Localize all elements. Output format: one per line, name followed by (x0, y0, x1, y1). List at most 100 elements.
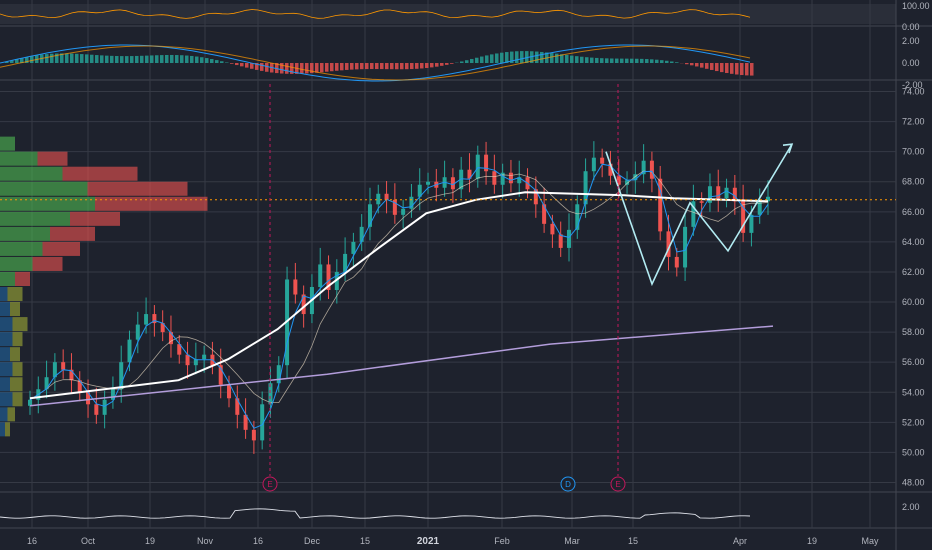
macd-bar (165, 55, 169, 63)
candle-body (251, 429, 256, 441)
candle-body (110, 389, 115, 400)
macd-bar (120, 56, 124, 63)
candle-body (409, 196, 414, 209)
candle-body (152, 314, 157, 324)
candle-body (600, 157, 605, 164)
volume-profile-down-bar (12, 317, 28, 332)
macd-bar (655, 59, 659, 63)
time-tick-label: May (861, 536, 879, 546)
candle-body (102, 399, 107, 415)
macd-bar (20, 58, 24, 63)
macd-bar (450, 63, 454, 64)
candle-body (583, 171, 588, 205)
macd-bar (705, 63, 709, 69)
bottom-tick-label: 2.00 (902, 502, 920, 512)
macd-bar (500, 52, 504, 63)
volume-profile-down-bar (87, 181, 188, 196)
macd-bar (155, 55, 159, 63)
price-tick-label: 56.00 (902, 357, 925, 367)
candle-body (326, 264, 331, 291)
macd-bar (65, 53, 69, 63)
macd-bar (15, 59, 19, 63)
volume-profile-down-bar (50, 226, 95, 241)
candle-body (367, 204, 372, 227)
time-tick-label: Dec (304, 536, 321, 546)
volume-profile-up-bar (0, 317, 13, 332)
macd-bar (5, 61, 9, 63)
volume-profile-up-bar (0, 407, 8, 422)
time-tick-label: 15 (628, 536, 638, 546)
rsi-line (0, 9, 751, 19)
macd-bar (700, 63, 704, 68)
earnings-marker-icon (262, 476, 278, 492)
macd-bar (550, 53, 554, 63)
macd-bar (555, 53, 559, 63)
candle-body (550, 223, 555, 235)
macd-bar (10, 60, 14, 63)
macd-bar (275, 63, 279, 74)
candle-body (119, 362, 124, 390)
macd-bar (190, 55, 194, 63)
candle-body (401, 208, 406, 215)
macd-bar (50, 53, 54, 63)
macd-bar (650, 59, 654, 63)
macd-bar (425, 63, 429, 68)
candle-body (658, 178, 663, 232)
macd-bar (375, 63, 379, 70)
macd-bar (140, 55, 144, 63)
macd-bar (575, 56, 579, 63)
macd-bar (585, 57, 589, 63)
time-tick-label: 15 (360, 536, 370, 546)
macd-bar (520, 51, 524, 63)
candle-body (144, 314, 149, 325)
macd-bar (110, 55, 114, 63)
macd-bar (725, 63, 729, 74)
macd-bar (350, 63, 354, 70)
macd-bar (415, 63, 419, 69)
candle-body (683, 226, 688, 268)
volume-profile-down-bar (62, 166, 138, 181)
candle-body (260, 404, 265, 441)
macd-bar (460, 61, 464, 63)
macd-bar (335, 63, 339, 71)
volume-profile-up-bar (0, 136, 15, 151)
macd-bar (580, 56, 584, 63)
macd-bar (25, 56, 29, 63)
candle-body (641, 160, 646, 175)
macd-bar (605, 58, 609, 63)
macd-bar (405, 63, 409, 70)
candle-body (633, 174, 638, 181)
macd-bar (365, 63, 369, 70)
candle-body (766, 196, 770, 202)
macd-bar (505, 52, 509, 63)
candle-body (28, 399, 32, 406)
macd-bar (45, 54, 49, 63)
macd-bar (560, 54, 564, 63)
volume-profile-down-bar (7, 407, 15, 422)
time-tick-label: Apr (733, 536, 747, 546)
price-tick-label: 52.00 (902, 417, 925, 427)
candle-body (359, 226, 364, 242)
macd-bar (595, 57, 599, 63)
candle-body (52, 362, 57, 378)
candle-body (426, 181, 431, 185)
macd-bar (215, 60, 219, 63)
candle-body (517, 177, 522, 184)
macd-bar (720, 63, 724, 73)
candle-body (94, 404, 99, 415)
macd-bar (355, 63, 359, 70)
macd-bar (445, 63, 449, 65)
price-tick-label: 48.00 (902, 477, 925, 487)
macd-bar (75, 53, 79, 63)
candle-body (749, 214, 754, 233)
price-tick-label: 64.00 (902, 237, 925, 247)
macd-bar (475, 57, 479, 63)
candle-body (193, 359, 198, 366)
macd-line (0, 44, 751, 82)
macd-tick-label: 2.00 (902, 36, 920, 46)
price-tick-label: 68.00 (902, 177, 925, 187)
macd-bar (665, 60, 669, 63)
candle-body (625, 180, 630, 185)
